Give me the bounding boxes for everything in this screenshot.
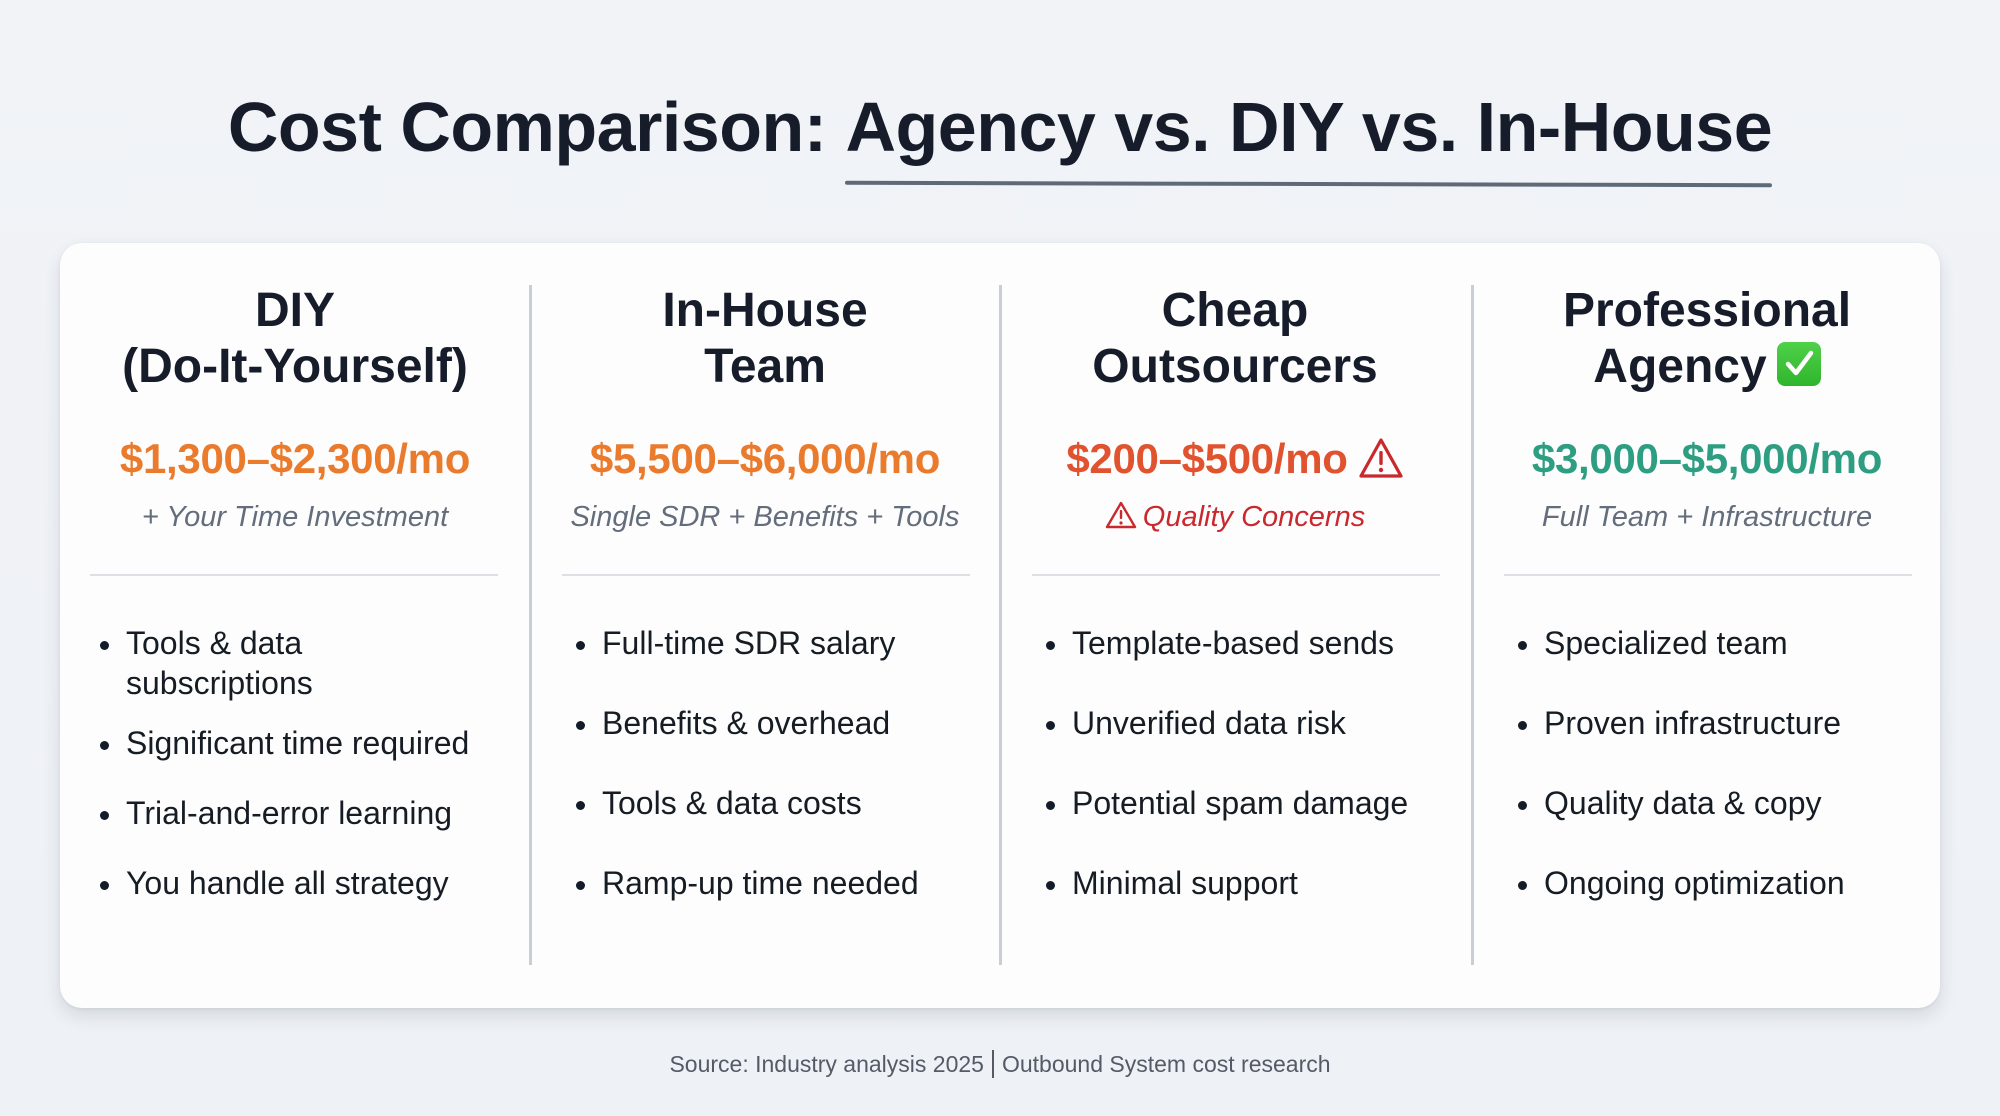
column-heading: In-House Team xyxy=(530,283,1000,395)
price-subtitle: + Your Time Investment xyxy=(141,501,449,533)
list-item: Ongoing optimization xyxy=(1514,863,1934,903)
feature-list: Full-time SDR salary Benefits & overhead… xyxy=(572,623,992,943)
divider-line xyxy=(90,574,498,576)
column-diy: DIY (Do-It-Yourself) $1,300–$2,300/mo + … xyxy=(60,243,530,1008)
price-subtitle: Single SDR + Benefits + Tools xyxy=(570,501,960,533)
column-heading: DIY (Do-It-Yourself) xyxy=(60,283,530,395)
divider-line xyxy=(1032,574,1440,576)
warning-triangle-icon xyxy=(1358,437,1404,493)
heading-line: (Do-It-Yourself) xyxy=(122,340,468,393)
check-box-icon xyxy=(1776,342,1821,386)
warning-triangle-icon xyxy=(1105,500,1137,540)
footer-source: Source: Industry analysis 2025 xyxy=(669,1051,984,1077)
divider-line xyxy=(1504,574,1912,576)
heading-line: Cheap xyxy=(1161,284,1309,337)
column-in-house: In-House Team $5,500–$6,000/mo Single SD… xyxy=(530,243,1000,1008)
column-cheap-outsourcers: Cheap Outsourcers $200–$500/mo Quality C… xyxy=(1000,243,1470,1008)
list-item: Specialized team xyxy=(1514,623,1934,663)
footer-separator xyxy=(991,1050,994,1078)
title-prefix: Cost Comparison: xyxy=(227,88,846,166)
title-area: Cost Comparison: Agency vs. DIY vs. In-H… xyxy=(0,92,2000,162)
list-item: Trial-and-error learning xyxy=(96,793,516,833)
feature-list: Tools & data subscriptions Significant t… xyxy=(96,623,516,933)
price-range: $3,000–$5,000/mo xyxy=(1531,435,1883,482)
list-item: Tools & data subscriptions xyxy=(96,623,516,703)
list-item: Full-time SDR salary xyxy=(572,623,992,663)
heading-line: In-House xyxy=(662,284,868,337)
feature-list: Specialized team Proven infrastructure Q… xyxy=(1514,623,1934,943)
heading-line: Outsourcers xyxy=(1092,340,1378,393)
heading-line-with-icon: Agency xyxy=(1472,339,1942,395)
footer-research: Outbound System cost research xyxy=(1001,1051,1331,1077)
title-highlight: Agency vs. DIY vs. In-House xyxy=(845,88,1773,166)
source-footer: Source: Industry analysis 2025 Outbound S… xyxy=(0,1050,2000,1078)
divider-line xyxy=(562,574,970,576)
price-text: $200–$500/mo xyxy=(1066,435,1348,482)
column-divider xyxy=(1471,285,1474,965)
column-heading: Cheap Outsourcers xyxy=(1000,283,1470,395)
list-item: Proven infrastructure xyxy=(1514,703,1934,743)
list-item: Ramp-up time needed xyxy=(572,863,992,903)
column-divider xyxy=(529,285,532,965)
price-subtitle: Full Team + Infrastructure xyxy=(1541,501,1873,533)
heading-line: Professional xyxy=(1562,284,1852,337)
price-range: $5,500–$6,000/mo xyxy=(589,435,941,482)
feature-list: Template-based sends Unverified data ris… xyxy=(1042,623,1462,943)
list-item: Potential spam damage xyxy=(1042,783,1462,823)
list-item: Minimal support xyxy=(1042,863,1462,903)
list-item: Significant time required xyxy=(96,723,516,763)
comparison-card: DIY (Do-It-Yourself) $1,300–$2,300/mo + … xyxy=(60,243,1940,1008)
heading-line: Team xyxy=(704,340,826,393)
column-professional-agency: Professional Agency $3,000–$5,000/mo Ful… xyxy=(1472,243,1942,1008)
price-range: $200–$500/mo xyxy=(1000,431,1470,493)
page-title: Cost Comparison: Agency vs. DIY vs. In-H… xyxy=(228,88,1773,166)
heading-line: DIY xyxy=(254,284,335,337)
list-item: You handle all strategy xyxy=(96,863,516,903)
price-range: $1,300–$2,300/mo xyxy=(119,435,471,482)
price-subtitle: Quality Concerns xyxy=(1000,497,1470,540)
column-divider xyxy=(999,285,1002,965)
list-item: Unverified data risk xyxy=(1042,703,1462,743)
column-heading: Professional Agency xyxy=(1472,283,1942,395)
list-item: Quality data & copy xyxy=(1514,783,1934,823)
list-item: Tools & data costs xyxy=(572,783,992,823)
list-item: Template-based sends xyxy=(1042,623,1462,663)
list-item: Benefits & overhead xyxy=(572,703,992,743)
subtitle-text: Quality Concerns xyxy=(1142,501,1366,533)
